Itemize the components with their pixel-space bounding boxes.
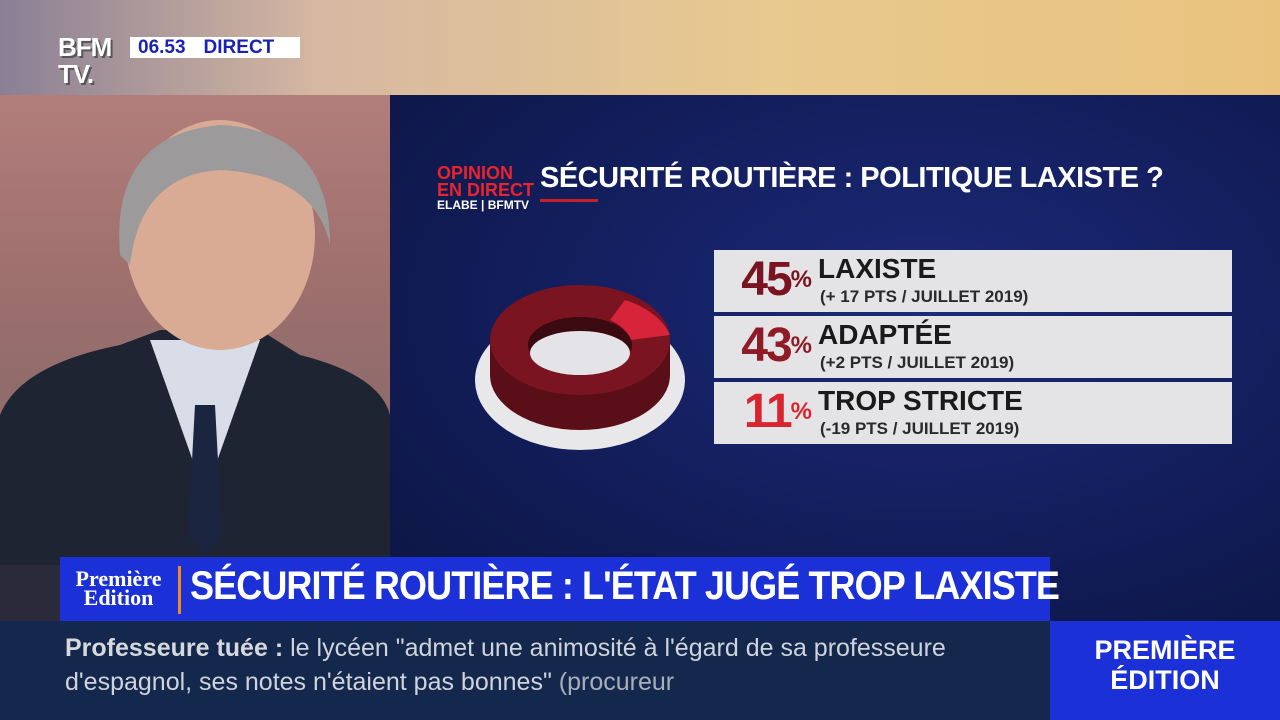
result-change: (+ 17 PTS / JUILLET 2019) [820, 287, 1029, 306]
bfmtv-logo: BFM TV. [58, 32, 112, 89]
premiere-edition-brand-box: PREMIÈRE ÉDITION [1050, 621, 1280, 720]
result-label: LAXISTE [818, 253, 937, 284]
title-underline [540, 199, 598, 202]
ticker-source: (procureur [558, 668, 675, 696]
ticker-body: le lycéen "admet une animosité à l'égard… [65, 634, 946, 696]
premiere-edition-logo: Première Edition [75, 566, 162, 610]
presenter-video [0, 120, 390, 565]
result-percent: 11% [743, 385, 812, 438]
poll-title: SÉCURITÉ ROUTIÈRE : POLITIQUE LAXISTE ? [540, 162, 1164, 194]
news-ticker [0, 621, 1050, 720]
result-label: TROP STRICTE [818, 385, 1023, 416]
headline: SÉCURITÉ ROUTIÈRE : L'ÉTAT JUGÉ TROP LAX… [190, 564, 1060, 608]
result-row-trop-stricte: 11% TROP STRICTE (-19 PTS / JUILLET 2019… [714, 382, 1232, 444]
opinion-en-direct-logo: OPINION EN DIRECT ELABE | BFMTV [437, 163, 535, 212]
result-change: (+2 PTS / JUILLET 2019) [820, 353, 1015, 372]
result-percent: 43% [741, 319, 812, 372]
result-change: (-19 PTS / JUILLET 2019) [820, 419, 1020, 438]
result-percent: 45% [741, 253, 812, 306]
headline-separator [178, 566, 181, 614]
clock-time: 06.53 [138, 37, 186, 58]
donut-3d-chart [475, 285, 685, 450]
ticker-topic: Professeure tuée [65, 634, 268, 662]
live-time-badge: 06.53 DIRECT [130, 37, 300, 58]
result-row-adaptee: 43% ADAPTÉE (+2 PTS / JUILLET 2019) [714, 316, 1232, 378]
result-label: ADAPTÉE [818, 319, 952, 350]
result-row-laxiste: 45% LAXISTE (+ 17 PTS / JUILLET 2019) [714, 250, 1232, 312]
headline-band [60, 557, 1050, 621]
live-label: DIRECT [203, 37, 275, 58]
ticker-text: Professeure tuée : le lycéen "admet une … [65, 634, 946, 696]
donut-slice-trop-stricte [610, 300, 670, 340]
